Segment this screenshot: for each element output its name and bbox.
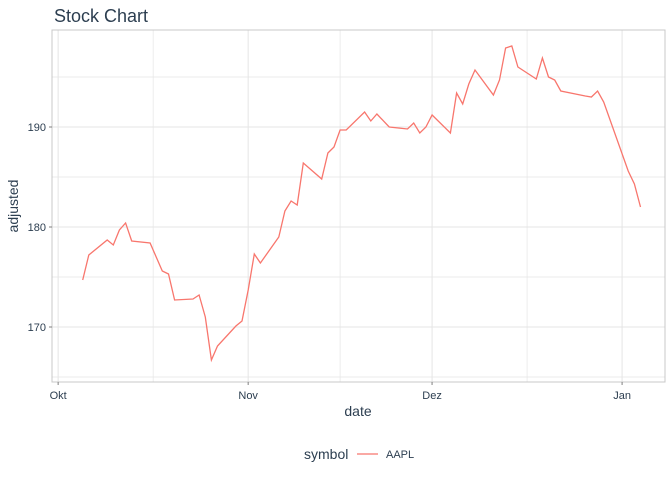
y-axis-title: adjusted	[5, 180, 21, 233]
x-tick-label: Okt	[50, 390, 67, 402]
x-tick-label: Dez	[422, 390, 442, 402]
legend: symbol AAPL	[304, 446, 414, 462]
x-tick-label: Jan	[613, 390, 631, 402]
legend-label-aapl: AAPL	[386, 449, 414, 461]
panel-border	[51, 29, 666, 383]
y-axis-ticks: 170 180 190	[28, 122, 52, 334]
grid-lines	[52, 30, 665, 382]
x-axis-title: date	[344, 403, 371, 419]
x-tick-label: Nov	[238, 390, 258, 402]
y-tick-label: 180	[28, 222, 46, 234]
series-line-aapl	[82, 45, 642, 363]
x-axis-ticks: Okt Nov Dez Jan	[50, 382, 631, 402]
legend-title: symbol	[304, 446, 348, 462]
chart-title: Stock Chart	[54, 6, 148, 26]
y-tick-label: 170	[28, 322, 46, 334]
y-tick-label: 190	[28, 122, 46, 134]
